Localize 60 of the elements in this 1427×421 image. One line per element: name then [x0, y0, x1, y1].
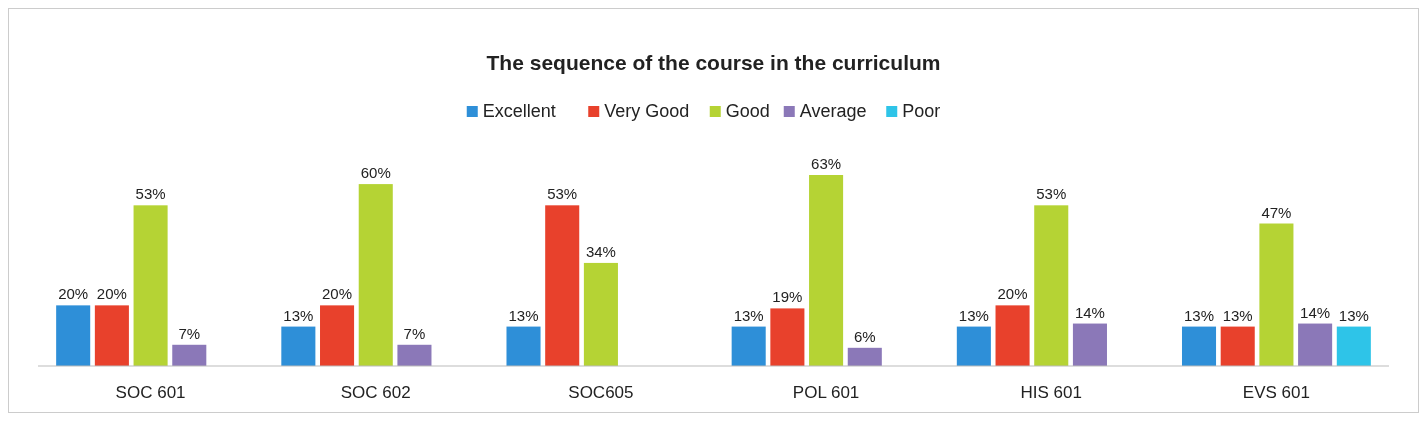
data-label: 53% — [135, 185, 166, 203]
bar — [1298, 323, 1333, 366]
data-label: 47% — [1261, 203, 1292, 221]
data-label: 7% — [178, 324, 201, 342]
data-label: 53% — [547, 185, 578, 203]
data-label: 20% — [96, 285, 127, 303]
data-label: 7% — [403, 324, 426, 342]
x-tick-label: SOC 602 — [340, 383, 411, 402]
bar — [995, 305, 1030, 366]
data-label: 6% — [853, 327, 876, 345]
data-label: 14% — [1300, 303, 1331, 321]
data-label: 13% — [1338, 306, 1369, 324]
bar — [1259, 223, 1294, 366]
bar — [1220, 326, 1255, 366]
legend-label: Poor — [902, 101, 941, 121]
bar — [172, 344, 207, 366]
bar — [731, 326, 766, 366]
legend-label: Average — [799, 101, 867, 121]
data-label: 20% — [58, 285, 89, 303]
x-tick-label: SOC605 — [568, 383, 634, 402]
x-tick-label: SOC 601 — [115, 383, 186, 402]
bar — [847, 347, 882, 366]
bar — [397, 344, 432, 366]
bar — [281, 326, 316, 366]
data-label: 19% — [772, 288, 803, 306]
bar — [320, 305, 355, 366]
data-label: 20% — [997, 285, 1028, 303]
data-label: 13% — [958, 306, 989, 324]
bar — [770, 308, 805, 366]
data-label: 13% — [283, 306, 314, 324]
bar — [1336, 326, 1371, 366]
data-label: 63% — [811, 155, 842, 172]
data-label: 13% — [508, 306, 539, 324]
bar — [545, 205, 580, 366]
chart-title: The sequence of the course in the curriculum — [486, 51, 941, 74]
x-tick-label: POL 601 — [792, 383, 860, 402]
bar — [1181, 326, 1217, 366]
data-label: 53% — [1036, 185, 1067, 203]
x-tick-label: EVS 601 — [1242, 383, 1310, 402]
data-label: 14% — [1074, 303, 1105, 321]
legend-label: Good — [725, 101, 770, 121]
bar — [956, 326, 991, 366]
bar — [94, 305, 129, 366]
data-label: 20% — [322, 285, 353, 303]
data-label: 34% — [585, 242, 616, 260]
legend-label: Very Good — [604, 101, 690, 121]
bar — [133, 205, 168, 366]
bar — [1072, 323, 1107, 366]
bar — [1034, 205, 1069, 366]
data-label: 13% — [1222, 306, 1253, 324]
data-label: 13% — [1184, 306, 1215, 324]
legend-label: Excellent — [482, 101, 556, 121]
x-tick-label: HIS 601 — [1020, 383, 1082, 402]
bar — [358, 184, 393, 366]
bar — [809, 175, 844, 366]
data-label: 60% — [360, 164, 391, 182]
bar — [56, 305, 91, 366]
bar — [583, 262, 618, 366]
bar — [506, 326, 541, 366]
data-label: 13% — [733, 306, 764, 324]
